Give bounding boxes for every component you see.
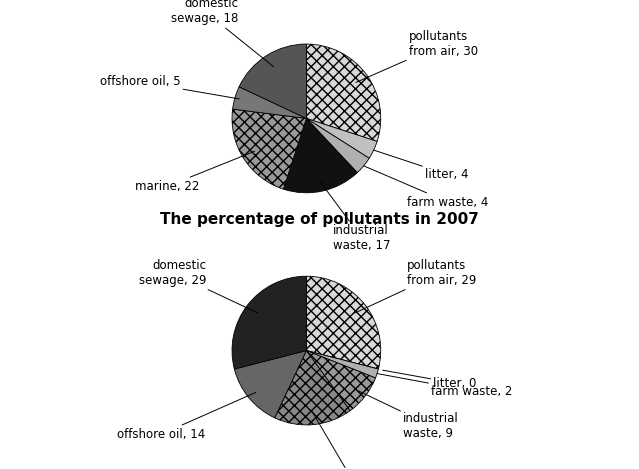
Wedge shape [306, 351, 378, 378]
Text: pollutants
from air, 29: pollutants from air, 29 [355, 259, 476, 313]
Wedge shape [235, 351, 306, 418]
Wedge shape [239, 44, 306, 119]
Text: litter, 4: litter, 4 [374, 150, 468, 181]
Text: domestic
sewage, 29: domestic sewage, 29 [139, 259, 258, 313]
Wedge shape [306, 351, 378, 369]
Wedge shape [306, 119, 369, 173]
Text: industrial
waste, 17: industrial waste, 17 [321, 182, 390, 252]
Wedge shape [233, 87, 306, 119]
Text: industrial
waste, 9: industrial waste, 9 [358, 391, 459, 439]
Wedge shape [232, 109, 306, 189]
Text: domestic
sewage, 18: domestic sewage, 18 [171, 0, 273, 67]
Wedge shape [306, 351, 376, 411]
Wedge shape [275, 351, 350, 425]
Wedge shape [306, 276, 381, 369]
Wedge shape [284, 119, 357, 193]
Text: pollutants
from air, 30: pollutants from air, 30 [356, 30, 478, 83]
Text: litter, 0: litter, 0 [383, 370, 477, 390]
Text: marine, 17: marine, 17 [312, 411, 383, 469]
Text: offshore oil, 14: offshore oil, 14 [117, 393, 256, 441]
Text: farm waste, 2: farm waste, 2 [377, 373, 512, 398]
Text: farm waste, 4: farm waste, 4 [364, 166, 489, 209]
Text: marine, 22: marine, 22 [135, 151, 255, 193]
Wedge shape [306, 119, 377, 158]
Text: offshore oil, 5: offshore oil, 5 [100, 76, 239, 99]
Title: The percentage of pollutants in 2007: The percentage of pollutants in 2007 [160, 212, 479, 227]
Wedge shape [306, 44, 381, 141]
Wedge shape [232, 276, 306, 369]
